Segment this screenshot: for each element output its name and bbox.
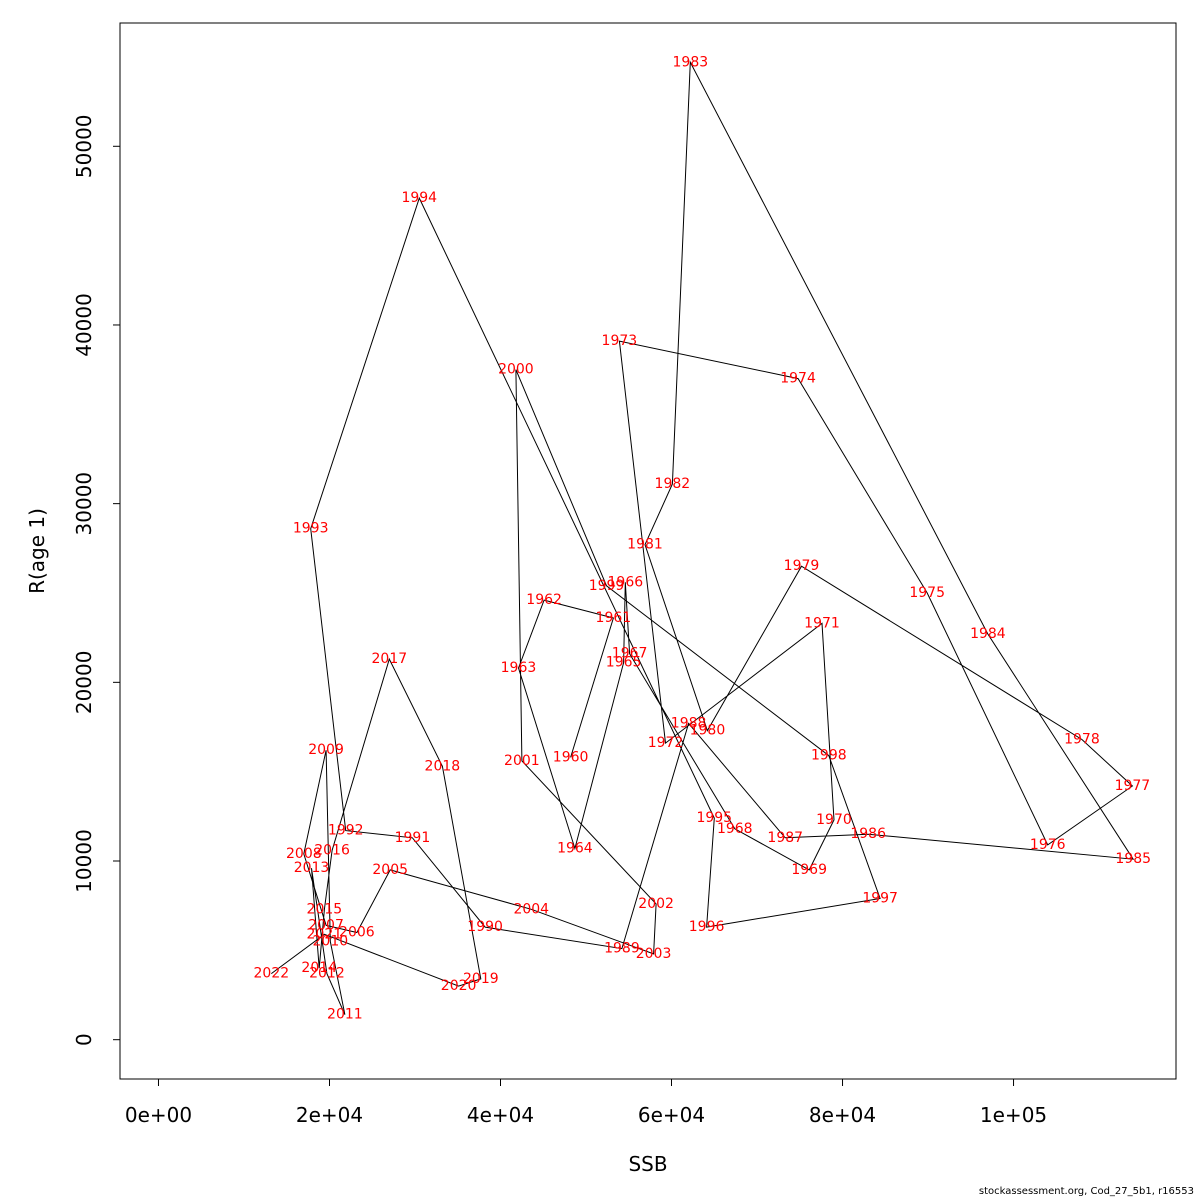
year-label-1978: 1978: [1064, 732, 1100, 748]
year-label-2019: 2019: [463, 971, 499, 987]
year-label-1985: 1985: [1115, 851, 1151, 867]
year-label-1966: 1966: [608, 574, 644, 590]
year-label-1988: 1988: [671, 715, 707, 731]
x-tick-label: 6e+04: [638, 1103, 705, 1127]
year-label-1976: 1976: [1030, 837, 1066, 853]
year-label-1974: 1974: [780, 371, 816, 387]
x-axis: 0e+00 2e+04 4e+04 6e+04 8e+04 1e+05: [125, 1078, 1047, 1127]
year-label-2005: 2005: [372, 862, 408, 878]
year-label-1962: 1962: [526, 592, 562, 608]
y-tick-label: 50000: [72, 114, 96, 178]
year-label-1964: 1964: [557, 841, 593, 857]
year-label-1971: 1971: [804, 615, 840, 631]
year-label-1989: 1989: [604, 941, 640, 957]
year-label-1970: 1970: [816, 812, 852, 828]
year-label-1977: 1977: [1115, 778, 1151, 794]
year-label-2018: 2018: [425, 758, 461, 774]
year-label-1975: 1975: [909, 585, 945, 601]
year-label-1994: 1994: [401, 190, 437, 206]
year-label-1963: 1963: [501, 660, 537, 676]
year-label-1980: 1980: [690, 723, 726, 739]
year-label-1987: 1987: [767, 830, 803, 846]
year-label-1982: 1982: [655, 476, 691, 492]
x-axis-title: SSB: [628, 1152, 667, 1176]
year-labels: 1960 1961 1962 1963 1964 1965 1966 1967 1968 1969…: [254, 54, 1152, 1022]
year-label-2014: 2014: [301, 960, 337, 976]
x-tick-label: 4e+04: [467, 1103, 534, 1127]
year-label-1969: 1969: [791, 862, 827, 878]
x-tick-label: 1e+05: [980, 1103, 1047, 1127]
year-label-2004: 2004: [513, 901, 549, 917]
year-label-1979: 1979: [784, 558, 820, 574]
year-label-1983: 1983: [673, 54, 709, 70]
year-label-2001: 2001: [504, 753, 540, 769]
year-label-2007: 2007: [308, 917, 344, 933]
year-label-2008: 2008: [286, 846, 322, 862]
year-label-2015: 2015: [307, 901, 343, 917]
x-tick-label: 8e+04: [809, 1103, 876, 1127]
year-label-1981: 1981: [627, 537, 663, 553]
year-label-2009: 2009: [308, 742, 344, 758]
year-label-2010: 2010: [313, 933, 349, 949]
y-tick-label: 30000: [72, 472, 96, 536]
x-tick-label: 0e+00: [125, 1103, 192, 1127]
y-tick-label: 40000: [72, 293, 96, 357]
year-label-2022: 2022: [254, 966, 290, 982]
year-label-2006: 2006: [339, 924, 375, 940]
y-axis: 0 10000 20000 30000 40000 50000: [72, 114, 121, 1046]
year-label-2016: 2016: [314, 842, 350, 858]
year-label-2012: 2012: [309, 966, 345, 982]
year-label-2021: 2021: [307, 926, 343, 942]
year-label-1997: 1997: [862, 891, 898, 907]
y-tick-label: 0: [72, 1033, 96, 1046]
y-tick-label: 10000: [72, 829, 96, 893]
y-axis-title: R(age 1): [25, 508, 49, 594]
year-label-1992: 1992: [328, 823, 364, 839]
year-label-2000: 2000: [498, 362, 534, 378]
year-label-1993: 1993: [293, 521, 329, 537]
year-label-1972: 1972: [648, 735, 684, 751]
stock-recruitment-trajectory: [271, 60, 1135, 1015]
year-label-1984: 1984: [970, 626, 1006, 642]
year-label-1998: 1998: [811, 748, 847, 764]
year-label-2011: 2011: [327, 1007, 363, 1023]
x-tick-label: 2e+04: [296, 1103, 363, 1127]
year-label-1967: 1967: [612, 646, 648, 662]
year-label-2002: 2002: [638, 896, 674, 912]
y-tick-label: 20000: [72, 651, 96, 715]
year-label-1991: 1991: [395, 830, 431, 846]
year-label-1990: 1990: [467, 919, 503, 935]
year-label-1996: 1996: [689, 919, 725, 935]
year-label-1999: 1999: [589, 578, 625, 594]
year-label-1986: 1986: [850, 826, 886, 842]
year-label-2003: 2003: [636, 946, 672, 962]
year-label-1965: 1965: [606, 655, 642, 671]
year-label-1960: 1960: [553, 749, 589, 765]
year-label-1995: 1995: [696, 810, 732, 826]
year-label-2013: 2013: [294, 860, 330, 876]
year-label-1973: 1973: [602, 333, 638, 349]
year-label-2017: 2017: [372, 651, 408, 667]
year-label-2020: 2020: [441, 978, 477, 994]
year-label-1961: 1961: [596, 610, 632, 626]
source-credit: stockassessment.org, Cod_27_5b1, r16553: [978, 1186, 1194, 1197]
year-label-1968: 1968: [717, 821, 753, 837]
